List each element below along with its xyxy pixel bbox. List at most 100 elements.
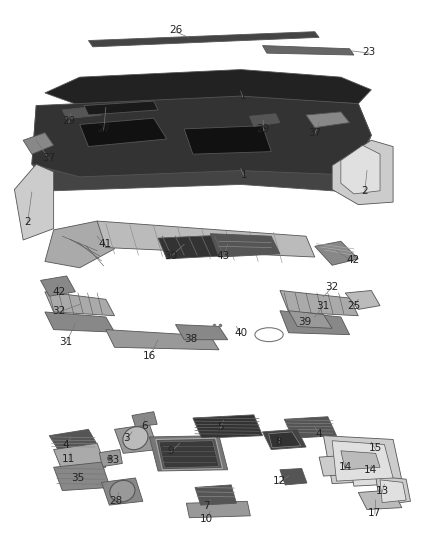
Polygon shape: [53, 443, 106, 471]
Polygon shape: [280, 311, 350, 335]
Polygon shape: [350, 462, 389, 486]
Polygon shape: [149, 435, 228, 471]
Polygon shape: [176, 325, 228, 340]
Polygon shape: [102, 478, 143, 505]
Polygon shape: [53, 462, 110, 490]
Ellipse shape: [110, 480, 135, 502]
Polygon shape: [289, 311, 332, 328]
Polygon shape: [32, 96, 371, 177]
Text: 39: 39: [299, 317, 312, 327]
Text: 37: 37: [308, 128, 321, 138]
Text: 1: 1: [240, 91, 246, 101]
Text: 4: 4: [63, 440, 69, 449]
Text: 11: 11: [62, 454, 75, 464]
Text: 13: 13: [375, 486, 389, 496]
Polygon shape: [280, 290, 358, 316]
Polygon shape: [315, 241, 358, 265]
Text: 25: 25: [347, 301, 360, 311]
Text: 40: 40: [234, 328, 247, 338]
Text: 15: 15: [369, 443, 382, 453]
Text: 2: 2: [24, 217, 31, 227]
Text: 32: 32: [53, 306, 66, 316]
Text: 1: 1: [241, 170, 247, 180]
Text: 14: 14: [364, 465, 377, 475]
Text: 31: 31: [59, 337, 72, 347]
Text: 14: 14: [339, 462, 352, 472]
Text: 3: 3: [124, 433, 130, 443]
Text: 9: 9: [168, 446, 174, 456]
Polygon shape: [262, 430, 306, 449]
Polygon shape: [158, 235, 237, 259]
Polygon shape: [332, 441, 393, 481]
Text: 32: 32: [325, 282, 338, 292]
Text: 2: 2: [361, 186, 368, 196]
Text: 33: 33: [106, 455, 119, 465]
Text: 41: 41: [99, 239, 112, 249]
Polygon shape: [23, 133, 53, 154]
Text: 7: 7: [203, 502, 209, 511]
Text: 23: 23: [363, 47, 376, 57]
Polygon shape: [195, 485, 237, 505]
Polygon shape: [88, 31, 319, 47]
Polygon shape: [45, 221, 115, 268]
Text: 35: 35: [71, 473, 84, 483]
Polygon shape: [159, 441, 219, 468]
Text: 17: 17: [368, 507, 381, 518]
Polygon shape: [345, 290, 380, 310]
Text: 29: 29: [256, 124, 269, 134]
Polygon shape: [45, 70, 371, 106]
Polygon shape: [115, 424, 158, 454]
Text: 8: 8: [276, 437, 283, 447]
Polygon shape: [41, 276, 75, 296]
Polygon shape: [45, 292, 115, 316]
Text: 43: 43: [217, 251, 230, 261]
Text: 10: 10: [199, 514, 212, 524]
Text: 5: 5: [217, 423, 224, 432]
Polygon shape: [97, 221, 315, 257]
Polygon shape: [250, 114, 280, 126]
Text: 42: 42: [53, 287, 66, 297]
Text: 37: 37: [42, 153, 56, 163]
Text: 42: 42: [346, 255, 360, 265]
Polygon shape: [358, 490, 402, 510]
Text: 29: 29: [62, 116, 75, 126]
Polygon shape: [156, 438, 223, 470]
Text: 12: 12: [272, 476, 286, 486]
Polygon shape: [186, 502, 251, 518]
Text: 6: 6: [142, 421, 148, 431]
Text: 27: 27: [97, 124, 110, 134]
Polygon shape: [32, 103, 371, 192]
Polygon shape: [284, 417, 336, 438]
Polygon shape: [62, 106, 102, 119]
Polygon shape: [323, 435, 402, 483]
Polygon shape: [80, 118, 167, 147]
Polygon shape: [210, 233, 280, 257]
Ellipse shape: [123, 426, 148, 450]
Text: 38: 38: [184, 334, 198, 344]
Text: 16: 16: [143, 351, 156, 361]
Polygon shape: [341, 146, 380, 194]
Polygon shape: [99, 449, 122, 466]
Polygon shape: [262, 46, 354, 55]
Polygon shape: [45, 312, 115, 332]
Text: 31: 31: [316, 301, 329, 311]
Polygon shape: [268, 432, 301, 448]
Polygon shape: [14, 164, 53, 240]
Polygon shape: [341, 451, 380, 470]
Polygon shape: [306, 112, 350, 127]
Text: 28: 28: [109, 496, 123, 506]
Polygon shape: [106, 329, 219, 350]
Polygon shape: [184, 126, 271, 154]
Text: 30: 30: [164, 251, 177, 261]
Text: 26: 26: [169, 25, 182, 35]
Text: 4: 4: [316, 429, 322, 439]
Polygon shape: [376, 476, 410, 505]
Polygon shape: [193, 415, 262, 438]
Polygon shape: [84, 101, 158, 115]
Polygon shape: [280, 469, 307, 485]
Polygon shape: [380, 480, 406, 503]
Polygon shape: [319, 455, 363, 476]
Polygon shape: [332, 140, 393, 205]
Polygon shape: [49, 430, 97, 449]
Polygon shape: [132, 411, 157, 427]
